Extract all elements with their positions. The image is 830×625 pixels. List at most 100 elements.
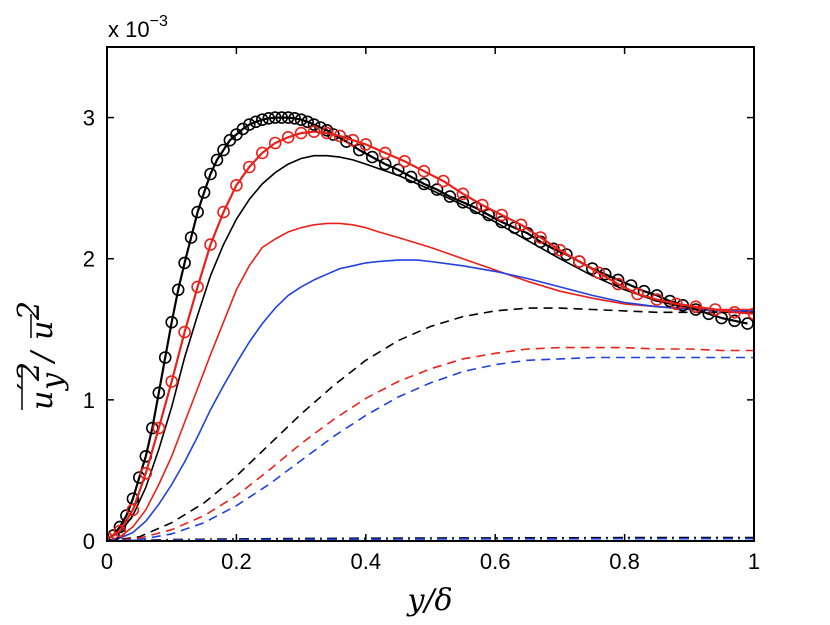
black-circles-marker xyxy=(243,118,256,131)
black-circles-marker xyxy=(217,143,230,157)
y-tick-label: 1 xyxy=(83,388,95,413)
black-circles-marker xyxy=(268,111,282,124)
x-tick-label: 0.6 xyxy=(480,549,511,574)
red-circles-marker xyxy=(204,238,217,251)
red-circles-marker xyxy=(456,187,470,201)
black-circles-marker xyxy=(650,289,664,302)
black-circles-marker xyxy=(255,113,269,126)
red-circles-marker xyxy=(107,531,114,541)
red-circles-marker xyxy=(333,129,347,143)
y-label-den: u xyxy=(25,321,60,340)
black-circles-marker xyxy=(158,351,172,364)
red-circles-marker xyxy=(139,466,153,480)
black-circles-marker xyxy=(307,118,321,131)
blue-solid-line xyxy=(107,259,754,541)
red-circles-marker xyxy=(631,287,644,301)
y-label-prime: ′ xyxy=(12,383,47,390)
red-circles-marker xyxy=(475,198,489,212)
red-circles-marker xyxy=(534,231,547,244)
black-circles-marker xyxy=(204,167,217,181)
black-circles-marker xyxy=(191,205,204,219)
red-circles-marker xyxy=(152,421,166,435)
red-circles-marker xyxy=(359,138,373,151)
black-circles-marker xyxy=(301,115,314,129)
red-circles-marker xyxy=(553,243,567,257)
x-tick-label: 0 xyxy=(101,549,113,574)
red-circles-marker xyxy=(417,164,431,178)
red-circles-marker xyxy=(217,205,230,219)
black-circles-marker xyxy=(495,215,509,229)
black-circles-marker xyxy=(275,111,289,124)
black-circles-marker xyxy=(443,190,457,203)
black-circles-marker xyxy=(184,231,198,244)
black-circles-marker xyxy=(288,112,301,125)
red-circles-marker xyxy=(281,131,295,144)
y-label-den-sup: 2 xyxy=(12,301,47,321)
black-circles-marker xyxy=(391,163,405,177)
red-circles-marker xyxy=(191,280,204,294)
black-circles-marker xyxy=(404,170,418,184)
red-circles-marker xyxy=(592,266,606,280)
red-circles-marker xyxy=(572,255,586,268)
black-circles-marker xyxy=(294,113,308,126)
black-solid-line xyxy=(107,154,754,539)
red-circles-marker xyxy=(320,126,334,140)
red-circles-marker xyxy=(689,300,703,314)
x-tick-label: 0.2 xyxy=(221,549,252,574)
red-circles-marker xyxy=(294,126,308,140)
red-circles-marker xyxy=(495,208,509,222)
black-circles-marker xyxy=(249,115,263,129)
black-circles-marker xyxy=(715,311,728,325)
red-circles-marker xyxy=(126,503,140,517)
y-scale-exponent-label: x 10−3 xyxy=(108,13,168,42)
red-circles-marker xyxy=(670,297,683,311)
axes: 0 0.2 0.4 0.6 0.8 1 0 1 2 3 xyxy=(83,46,760,574)
y-axis-label: u ′ 2 y / u 2 xyxy=(12,301,70,410)
red-circles-marker xyxy=(268,136,282,150)
black-circles-marker xyxy=(113,520,127,534)
red-solid-line xyxy=(107,222,754,541)
black-circles-marker xyxy=(152,386,166,400)
y-tick-label: 3 xyxy=(83,106,95,131)
black-circles-marker xyxy=(417,177,431,191)
x-tick-label: 0.4 xyxy=(351,549,382,574)
red-circles-marker xyxy=(398,155,411,168)
red-circles-marker xyxy=(307,125,321,138)
black-circles-marker xyxy=(210,153,224,167)
red-circles-marker xyxy=(728,305,741,319)
black-circles-marker xyxy=(281,111,295,124)
red-circles-line xyxy=(107,130,754,540)
black-circles-marker xyxy=(327,128,340,141)
y-label-sup: 2 xyxy=(12,362,47,382)
x-tick-label: 1 xyxy=(748,549,760,574)
red-dashed-line xyxy=(107,346,754,541)
black-circles-marker xyxy=(365,150,379,164)
blue-dashed-line xyxy=(107,356,754,541)
black-circles-marker xyxy=(236,122,250,136)
black-circles-marker xyxy=(585,262,599,275)
red-circles-marker xyxy=(346,133,360,147)
red-circles-marker xyxy=(113,524,127,538)
black-circles-marker xyxy=(430,183,444,196)
red-circles-marker xyxy=(255,146,269,160)
black-circles-marker xyxy=(171,283,185,297)
black-circles-marker xyxy=(456,196,470,209)
x-axis-label: y/δ xyxy=(405,583,452,618)
black-circles-marker xyxy=(560,248,573,261)
axes-box xyxy=(106,46,755,542)
black-circles-marker xyxy=(262,112,276,125)
black-dashed-line xyxy=(107,307,754,541)
y-tick-label: 2 xyxy=(83,247,95,272)
red-circles-marker xyxy=(611,277,625,291)
red-circles-marker xyxy=(437,174,450,188)
red-circles-marker xyxy=(378,146,392,160)
red-circles-marker xyxy=(514,218,528,232)
red-circles-marker xyxy=(165,375,178,388)
red-circles-marker xyxy=(747,307,754,321)
black-circles-marker xyxy=(178,256,191,270)
series-group xyxy=(107,111,754,541)
black-circles-marker xyxy=(165,315,178,329)
x-tick-label: 0.8 xyxy=(609,549,640,574)
red-circles-marker xyxy=(708,303,722,316)
